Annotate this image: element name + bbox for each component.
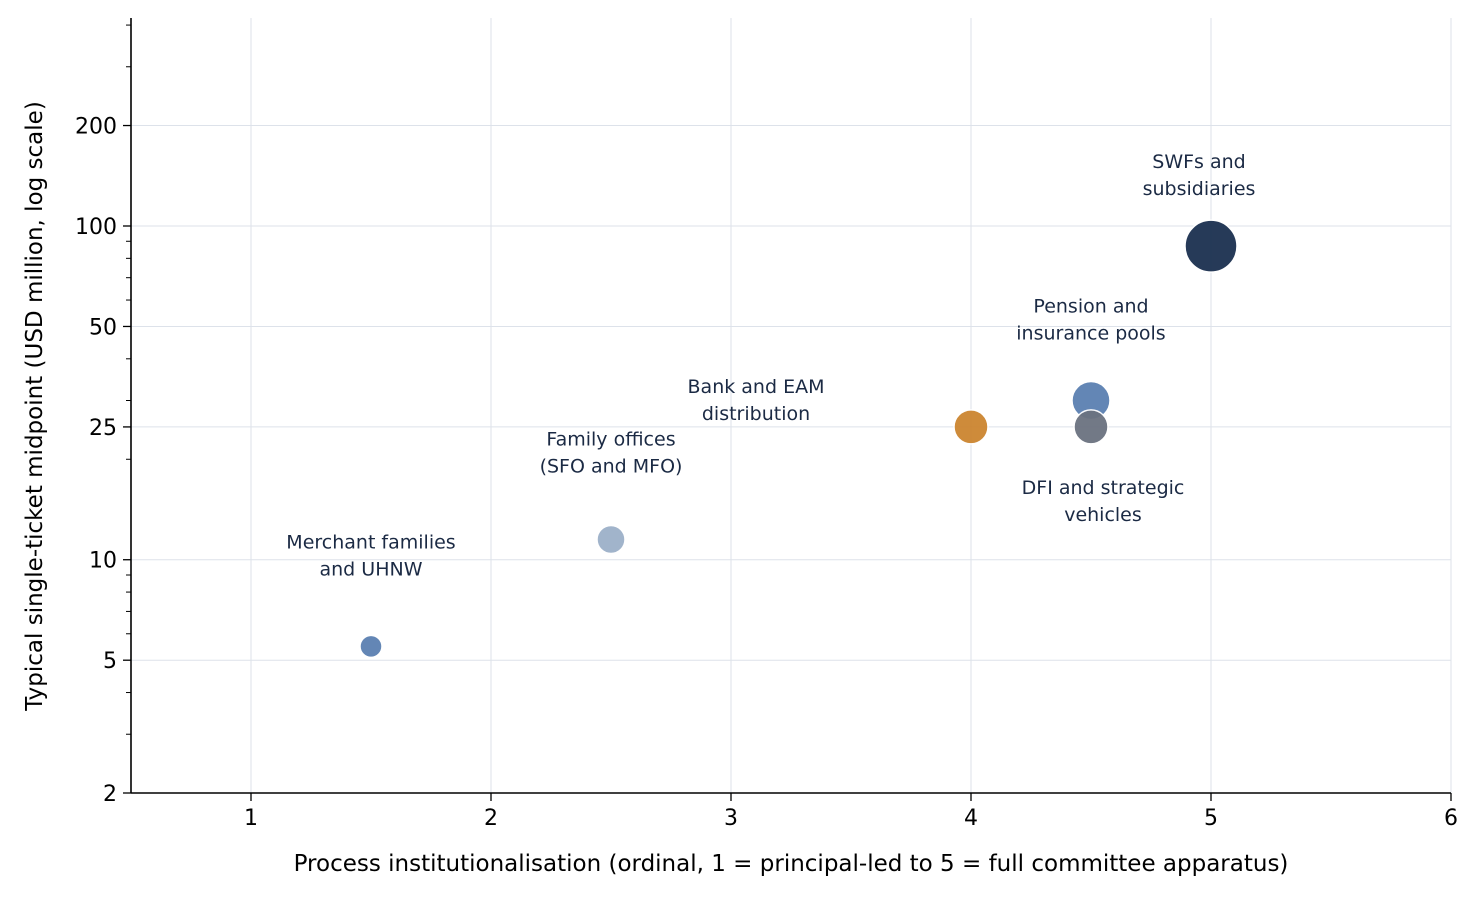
- data-point: [953, 409, 989, 445]
- point-label-line: Pension and: [1033, 296, 1148, 318]
- point-label: Pension and insurance pools: [1016, 296, 1165, 345]
- x-tick-label: 1: [244, 806, 258, 831]
- y-tick-label: 2: [103, 782, 117, 807]
- x-tick-label: 3: [724, 806, 738, 831]
- point-labels: Merchant families and UHNW Family offices (…: [286, 151, 1255, 580]
- x-tick-label: 6: [1444, 806, 1458, 831]
- point-label: Family offices (SFO and MFO): [540, 428, 683, 477]
- point-label: SWFs and subsidiaries: [1143, 151, 1256, 200]
- point-label-line: SWFs and: [1152, 151, 1245, 173]
- y-tick-label: 50: [89, 315, 117, 340]
- point-label-line: DFI and strategic: [1022, 477, 1185, 499]
- data-point: [1184, 219, 1238, 273]
- point-label-line: distribution: [702, 403, 810, 425]
- point-label-line: subsidiaries: [1143, 178, 1256, 200]
- point-label-line: Merchant families: [286, 531, 455, 553]
- point-label-line: and UHNW: [320, 558, 423, 580]
- grid-lines: [131, 18, 1452, 793]
- y-tick-label: 100: [75, 215, 117, 240]
- x-tick-label: 2: [484, 806, 498, 831]
- point-label-line: vehicles: [1064, 504, 1142, 526]
- data-point: [596, 524, 626, 555]
- data-point: [359, 634, 383, 659]
- point-label-line: Bank and EAM: [688, 376, 825, 398]
- point-label: Merchant families and UHNW: [286, 531, 455, 580]
- point-label-line: (SFO and MFO): [540, 455, 683, 477]
- x-tick-label: 5: [1204, 806, 1218, 831]
- y-tick-label: 5: [103, 649, 117, 674]
- point-label: DFI and strategic vehicles: [1022, 477, 1185, 526]
- y-tick-label: 25: [89, 416, 117, 441]
- y-tick-label: 200: [75, 115, 117, 140]
- x-axis-title: Process institutionalisation (ordinal, 1…: [294, 851, 1289, 877]
- x-tick-label: 4: [964, 806, 978, 831]
- point-label-line: insurance pools: [1016, 323, 1165, 345]
- point-label-line: Family offices: [546, 428, 675, 450]
- y-tick-label: 10: [89, 549, 117, 574]
- data-point: [1073, 409, 1109, 445]
- y-axis-title: Typical single-ticket midpoint (USD mill…: [22, 101, 48, 712]
- point-label: Bank and EAM distribution: [688, 376, 825, 425]
- data-points: [359, 219, 1238, 659]
